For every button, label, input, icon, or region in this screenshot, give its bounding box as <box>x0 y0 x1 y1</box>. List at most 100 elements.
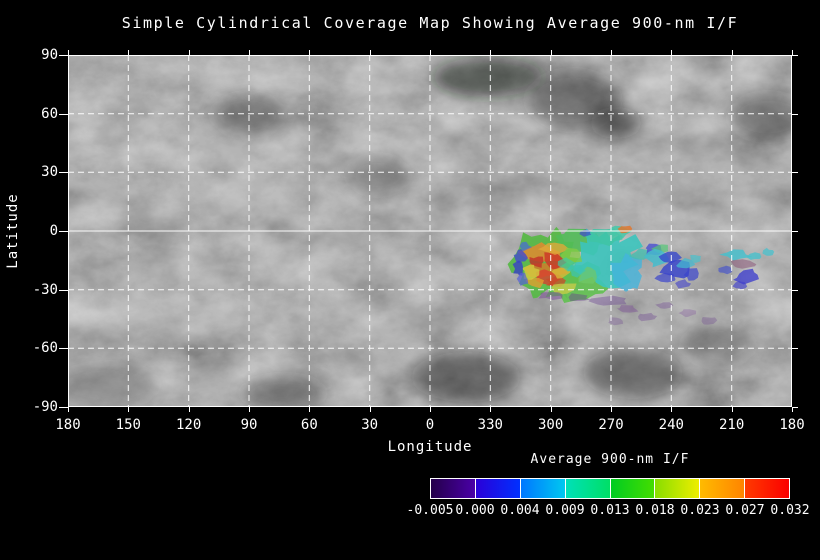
axis-tick-bottom <box>369 407 371 412</box>
coverage-patch <box>512 260 523 276</box>
grid-layer <box>68 55 792 407</box>
coverage-patch <box>730 259 757 269</box>
lon-tick-label: 30 <box>361 417 379 433</box>
coverage-patch <box>610 253 642 292</box>
coverage-patch <box>675 279 692 289</box>
axis-tick-left <box>59 407 68 408</box>
colorbar-tick-label: 0.009 <box>545 503 585 518</box>
axis-tick-right <box>792 407 798 408</box>
colorbar-segment <box>564 479 610 498</box>
surface-feature <box>411 352 521 402</box>
surface-feature <box>248 240 488 380</box>
colorbar-tick-label: 0.027 <box>725 503 765 518</box>
axis-tick-left <box>59 113 68 115</box>
axis-tick-bottom <box>430 407 431 412</box>
coverage-patch <box>746 252 762 260</box>
axis-tick-bottom <box>671 407 673 412</box>
lat-tick-label: 60 <box>41 105 58 122</box>
coverage-patch <box>683 268 699 281</box>
coverage-patch <box>566 264 586 278</box>
lat-tick-label: 0 <box>49 223 58 239</box>
surface-feature <box>241 377 325 407</box>
coverage-patch <box>701 317 718 325</box>
coverage-patch <box>525 277 544 289</box>
colorbar-segment <box>744 479 789 498</box>
colorbar-tick-label: 0.013 <box>590 503 630 518</box>
lon-tick-label: 90 <box>240 417 258 433</box>
axis-tick-bottom <box>249 407 250 412</box>
axis-tick-top <box>792 50 793 55</box>
lon-tick-label: 330 <box>477 417 503 433</box>
lon-tick-label: 120 <box>176 417 202 433</box>
coverage-patch <box>588 295 627 306</box>
coverage-patch <box>719 249 753 261</box>
coverage-patch <box>690 255 701 264</box>
axis-tick-right <box>792 172 798 174</box>
lon-tick-label: 270 <box>598 417 624 433</box>
surface-feature <box>168 61 388 93</box>
axis-tick-bottom <box>550 407 552 412</box>
surface-feature <box>113 185 203 245</box>
colorbar-segment <box>474 479 520 498</box>
coverage-patch <box>551 267 571 279</box>
axis-tick-top <box>550 50 552 55</box>
colorbar-tick-label: 0.000 <box>455 503 495 518</box>
lon-tick-label: 300 <box>538 417 564 433</box>
coverage-patch <box>616 305 639 313</box>
axis-tick-top <box>671 50 673 55</box>
axis-tick-left <box>59 231 68 232</box>
axis-tick-top <box>611 50 612 55</box>
lon-tick-label: 180 <box>55 417 81 433</box>
lat-tick-label: -90 <box>32 399 58 415</box>
axis-tick-bottom <box>731 407 733 412</box>
axis-tick-top <box>430 50 431 55</box>
figure-title: Simple Cylindrical Coverage Map Showing … <box>121 14 739 32</box>
colorbar-segment <box>699 479 745 498</box>
axis-tick-right <box>792 113 798 115</box>
axis-tick-left <box>59 55 68 56</box>
surface-feature <box>213 95 283 135</box>
coverage-patch <box>658 251 682 264</box>
axis-tick-left <box>59 289 68 291</box>
axis-tick-right <box>792 231 798 232</box>
cylindrical-map <box>68 55 792 407</box>
axis-tick-top <box>128 50 130 55</box>
map-plot-area <box>68 55 792 407</box>
lat-tick-label: 90 <box>41 47 58 63</box>
axis-tick-top <box>490 50 492 55</box>
coverage-patch <box>678 309 697 318</box>
colorbar-segment <box>654 479 700 498</box>
coverage-patch <box>608 317 624 326</box>
axis-tick-top <box>731 50 733 55</box>
coverage-patch <box>638 312 658 322</box>
lat-tick-label: -30 <box>32 281 58 298</box>
lon-tick-label: 180 <box>779 417 805 433</box>
lon-tick-label: 210 <box>719 417 745 433</box>
axis-tick-bottom <box>792 407 793 412</box>
coverage-patch <box>643 248 670 268</box>
x-axis-label: Longitude <box>387 439 473 455</box>
colorbar-tick-label: 0.004 <box>500 503 540 518</box>
colorbar <box>430 478 790 499</box>
axis-tick-bottom <box>611 407 612 412</box>
lat-tick-label: 30 <box>41 164 58 181</box>
surface-feature <box>730 95 792 139</box>
surface-feature <box>163 100 313 230</box>
plot-border <box>68 55 792 407</box>
colorbar-tick-label: 0.032 <box>770 503 810 518</box>
lat-tick-label: -60 <box>32 340 58 357</box>
colorbar-segment <box>431 479 475 498</box>
axis-tick-bottom <box>188 407 190 412</box>
surface-feature <box>93 250 243 360</box>
surface-feature <box>590 107 642 139</box>
axis-tick-bottom <box>490 407 492 412</box>
lon-tick-label: 60 <box>300 417 318 433</box>
coverage-patch <box>732 281 748 290</box>
colorbar-title: Average 900-nm I/F <box>530 452 690 467</box>
coverage-patch <box>654 273 676 283</box>
coverage-patch <box>551 283 577 295</box>
axis-tick-right <box>792 289 798 291</box>
colorbar-tick-label: -0.005 <box>406 503 454 518</box>
coverage-patch <box>529 256 544 268</box>
colorbar-tick-label: 0.023 <box>680 503 720 518</box>
